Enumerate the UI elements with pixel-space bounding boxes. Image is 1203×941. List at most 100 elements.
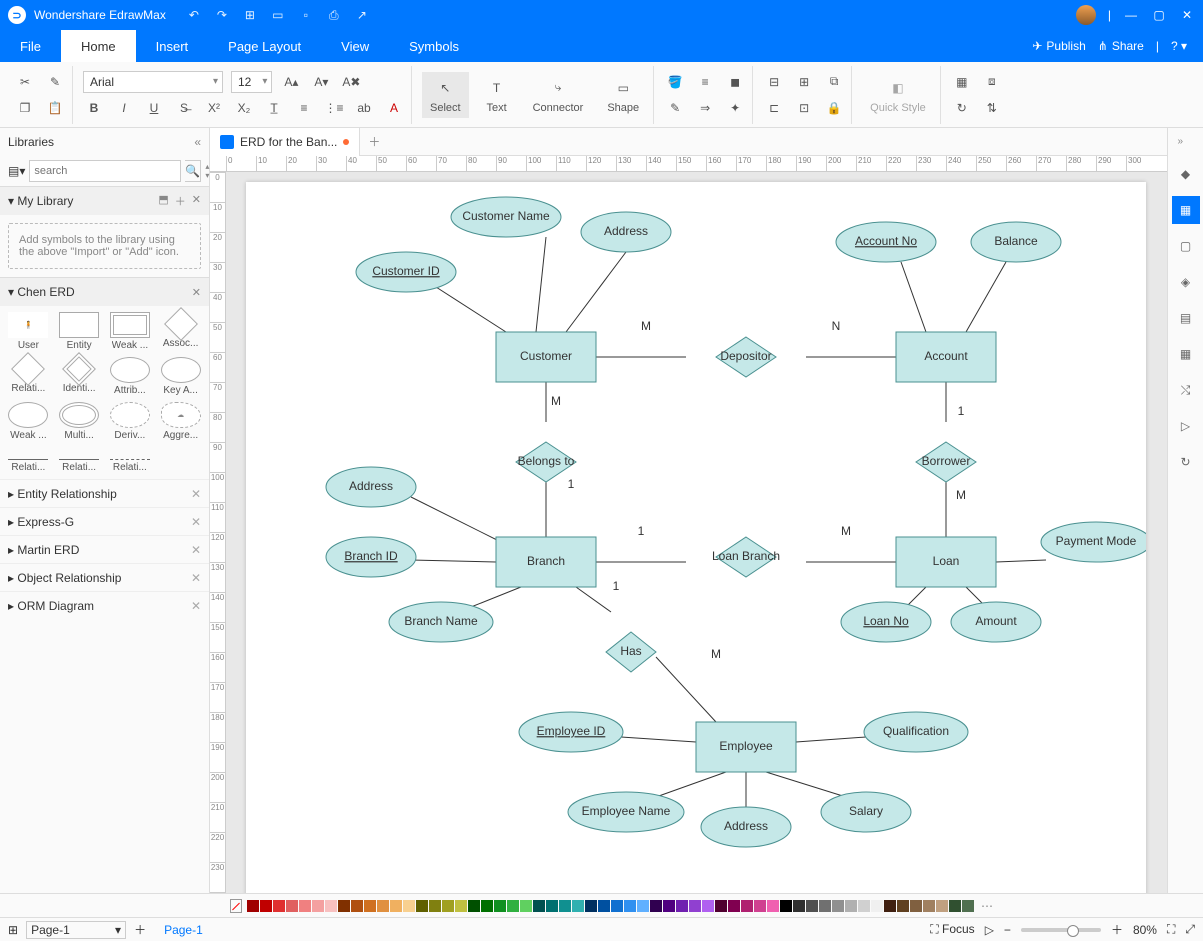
layers-icon[interactable]: ▦ <box>951 71 973 93</box>
color-swatch[interactable] <box>507 900 519 912</box>
color-swatch[interactable] <box>910 900 922 912</box>
menu-home[interactable]: Home <box>61 30 136 62</box>
menu-file[interactable]: File <box>0 30 61 62</box>
layers-panel-icon[interactable]: ◈ <box>1172 268 1200 296</box>
user-avatar[interactable] <box>1076 5 1096 25</box>
page-tab[interactable]: Page-1 <box>164 923 203 937</box>
color-swatch[interactable] <box>884 900 896 912</box>
bullet-icon[interactable]: ≡ <box>293 97 315 119</box>
qr-icon[interactable]: ▦ <box>1172 196 1200 224</box>
flip-icon[interactable]: ⇅ <box>981 97 1003 119</box>
italic-icon[interactable]: I <box>113 97 135 119</box>
color-swatch[interactable] <box>949 900 961 912</box>
color-swatch[interactable] <box>676 900 688 912</box>
help-icon[interactable]: ? ▾ <box>1171 39 1187 53</box>
group-icon[interactable]: ⧉ <box>823 71 845 93</box>
color-swatch[interactable] <box>754 900 766 912</box>
color-swatch[interactable] <box>832 900 844 912</box>
color-swatch[interactable] <box>637 900 649 912</box>
connector-tool[interactable]: ⤷Connector <box>525 72 592 118</box>
color-swatch[interactable] <box>351 900 363 912</box>
clear-format-icon[interactable]: A✖ <box>340 71 362 93</box>
shape-identifying[interactable]: Identi... <box>55 355 104 398</box>
search-icon[interactable]: 🔍 <box>185 160 201 182</box>
color-swatch[interactable] <box>871 900 883 912</box>
color-swatch[interactable] <box>728 900 740 912</box>
more-colors[interactable]: ⋯ <box>981 899 993 913</box>
fullscreen-icon[interactable]: ⤢ <box>1185 922 1195 937</box>
shape-rel-line3[interactable]: Relati... <box>106 445 155 475</box>
publish-button[interactable]: ✈ Publish <box>1032 39 1085 53</box>
menu-page-layout[interactable]: Page Layout <box>208 30 321 62</box>
color-swatch[interactable] <box>611 900 623 912</box>
zoom-slider[interactable] <box>1021 928 1101 932</box>
color-swatch[interactable] <box>455 900 467 912</box>
font-size-select[interactable]: 12 <box>231 71 272 93</box>
menu-insert[interactable]: Insert <box>136 30 209 62</box>
superscript-icon[interactable]: X² <box>203 97 225 119</box>
canvas[interactable]: MNM11M1M1MCustomerAccountBranchLoanEmplo… <box>226 172 1167 893</box>
color-swatch[interactable] <box>923 900 935 912</box>
color-swatch[interactable] <box>442 900 454 912</box>
color-swatch[interactable] <box>533 900 545 912</box>
new-tab-button[interactable]: ＋ <box>360 133 388 150</box>
color-swatch[interactable] <box>481 900 493 912</box>
shape-aggregate[interactable]: ☁Aggre... <box>156 400 205 443</box>
shape-attribute[interactable]: Attrib... <box>106 355 155 398</box>
color-swatch[interactable] <box>403 900 415 912</box>
search-input[interactable] <box>29 160 181 182</box>
fill-icon[interactable]: 🪣 <box>664 71 686 93</box>
color-swatch[interactable] <box>273 900 285 912</box>
font-family-select[interactable]: Arial <box>83 71 223 93</box>
arrow-icon[interactable]: ⇒ <box>694 97 716 119</box>
theme-icon[interactable]: ◆ <box>1172 160 1200 188</box>
history-icon[interactable]: ▦ <box>1172 340 1200 368</box>
crop-icon[interactable]: ⧈ <box>981 71 1003 93</box>
color-swatch[interactable] <box>546 900 558 912</box>
color-swatch[interactable] <box>858 900 870 912</box>
paste-icon[interactable]: 📋 <box>44 97 66 119</box>
color-swatch[interactable] <box>962 900 974 912</box>
export-icon[interactable]: ↗ <box>354 7 370 23</box>
shape-rel-line1[interactable]: Relati... <box>4 445 53 475</box>
library-menu-icon[interactable]: ▤▾ <box>8 161 25 181</box>
shape-multi[interactable]: Multi... <box>55 400 104 443</box>
line-style-icon[interactable]: ≡ <box>694 71 716 93</box>
lib-martin-erd[interactable]: ▸ Martin ERD✕ <box>0 535 209 563</box>
color-swatch[interactable] <box>338 900 350 912</box>
color-swatch[interactable] <box>715 900 727 912</box>
shape-relationship[interactable]: Relati... <box>4 355 53 398</box>
color-swatch[interactable] <box>650 900 662 912</box>
quick-style[interactable]: ◧Quick Style <box>862 72 934 118</box>
color-swatch[interactable] <box>390 900 402 912</box>
undo-icon[interactable]: ↶ <box>186 7 202 23</box>
close-mylib-icon[interactable]: ✕ <box>192 193 201 209</box>
color-swatch[interactable] <box>559 900 571 912</box>
present-icon[interactable]: ▷ <box>1172 412 1200 440</box>
lib-object-relationship[interactable]: ▸ Object Relationship✕ <box>0 563 209 591</box>
shape-weak-entity[interactable]: Weak ... <box>106 310 155 353</box>
new-icon[interactable]: ⊞ <box>242 7 258 23</box>
color-swatch[interactable] <box>767 900 779 912</box>
mylib-header[interactable]: ▾ My Library ⬒＋✕ <box>0 187 209 215</box>
shape-assoc[interactable]: Assoc... <box>156 310 205 353</box>
color-swatch[interactable] <box>663 900 675 912</box>
select-tool[interactable]: ↖Select <box>422 72 469 118</box>
lib-entity-relationship[interactable]: ▸ Entity Relationship✕ <box>0 479 209 507</box>
increase-font-icon[interactable]: A▴ <box>280 71 302 93</box>
color-swatch[interactable] <box>520 900 532 912</box>
shadow-icon[interactable]: ◼ <box>724 71 746 93</box>
copy-icon[interactable]: ❐ <box>14 97 36 119</box>
size-icon[interactable]: ⊡ <box>793 97 815 119</box>
maximize-icon[interactable]: ▢ <box>1151 7 1167 23</box>
shape-derived[interactable]: Deriv... <box>106 400 155 443</box>
no-color[interactable] <box>230 899 242 913</box>
play-icon[interactable]: ▷ <box>985 923 994 937</box>
page[interactable]: MNM11M1M1MCustomerAccountBranchLoanEmplo… <box>246 182 1146 893</box>
line-color-icon[interactable]: ✎ <box>664 97 686 119</box>
menu-view[interactable]: View <box>321 30 389 62</box>
lib-orm-diagram[interactable]: ▸ ORM Diagram✕ <box>0 591 209 619</box>
search-nav[interactable]: ▴▾ <box>205 162 209 180</box>
align-icon[interactable]: ⊟ <box>763 71 785 93</box>
shape-rel-line2[interactable]: Relati... <box>55 445 104 475</box>
